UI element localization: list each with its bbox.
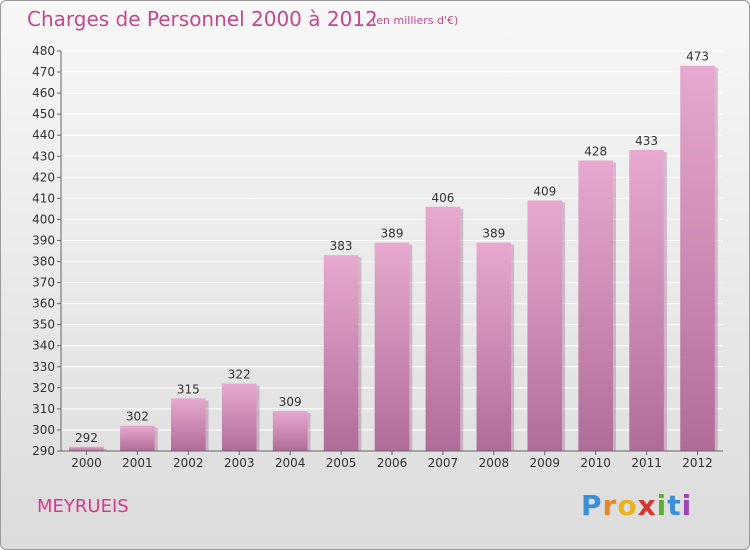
y-tick-label: 300 <box>32 423 55 437</box>
data-label: 315 <box>177 382 200 396</box>
chart-subtitle: (en milliers d'€) <box>372 14 459 27</box>
x-tick-label: 2012 <box>682 456 713 470</box>
x-tick-label: 2002 <box>173 456 204 470</box>
bar-shadow <box>613 162 617 451</box>
bar <box>69 446 104 451</box>
bar-shadow <box>663 151 667 451</box>
data-label: 302 <box>126 410 149 424</box>
data-label: 473 <box>686 50 709 64</box>
y-tick-label: 320 <box>32 381 55 395</box>
bar <box>629 149 664 451</box>
x-tick-label: 2011 <box>631 456 662 470</box>
data-labels: 292 302 315 322 309 383 389 406 389 409 428 433 473 <box>75 50 709 445</box>
y-tick-label: 310 <box>32 402 55 416</box>
x-tick-label: 2007 <box>428 456 459 470</box>
bar-shadow <box>460 208 464 451</box>
bar-shadow <box>256 385 260 451</box>
bar <box>425 206 461 451</box>
y-tick-label: 420 <box>32 170 55 184</box>
bar <box>120 425 155 451</box>
data-label: 389 <box>482 227 505 241</box>
bars <box>69 65 718 451</box>
y-axis-ticks: 290 300 310 320 330 340 350 360 370 380 390 400 410 4… <box>32 44 61 458</box>
logo-letter: P <box>581 489 603 522</box>
bar <box>527 200 563 451</box>
bar-shadow <box>562 202 566 451</box>
bar <box>374 242 410 451</box>
data-label: 409 <box>533 184 556 198</box>
bar-shadow <box>103 448 107 451</box>
bar <box>476 242 512 451</box>
y-tick-label: 350 <box>32 318 55 332</box>
x-tick-label: 2001 <box>122 456 153 470</box>
y-tick-label: 440 <box>32 128 55 142</box>
y-tick-label: 390 <box>32 233 55 247</box>
bar <box>170 398 206 451</box>
logo-letter: i <box>681 489 693 522</box>
x-tick-label: 2009 <box>529 456 560 470</box>
x-tick-label: 2000 <box>71 456 102 470</box>
y-tick-label: 450 <box>32 107 55 121</box>
bar-shadow <box>511 244 515 451</box>
bar-shadow <box>714 67 718 451</box>
proxiti-logo: Proxiti <box>581 489 692 522</box>
y-tick-label: 400 <box>32 212 55 226</box>
data-label: 309 <box>279 395 302 409</box>
y-tick-label: 290 <box>32 444 55 458</box>
bar-shadow <box>307 413 311 451</box>
data-label: 383 <box>330 239 353 253</box>
y-tick-label: 460 <box>32 86 55 100</box>
y-tick-label: 430 <box>32 149 55 163</box>
data-label: 406 <box>431 191 454 205</box>
bar-shadow <box>154 427 158 451</box>
data-label: 433 <box>635 134 658 148</box>
y-tick-label: 470 <box>32 65 55 79</box>
x-axis-ticks: 2000 2001 2002 2003 2004 2005 2006 2007 2008 2009… <box>71 451 713 470</box>
bar-shadow <box>358 257 362 451</box>
logo-letter: o <box>617 489 638 522</box>
y-tick-label: 410 <box>32 191 55 205</box>
y-tick-label: 480 <box>32 44 55 58</box>
y-tick-label: 360 <box>32 297 55 311</box>
logo-letter: r <box>602 489 618 522</box>
town-name: MEYRUEIS <box>37 496 129 517</box>
x-tick-label: 2006 <box>377 456 408 470</box>
bar <box>272 411 308 451</box>
bar <box>578 160 614 451</box>
chart-title: Charges de Personnel 2000 à 2012 <box>27 7 378 31</box>
data-label: 292 <box>75 431 98 445</box>
bar <box>323 255 359 451</box>
x-tick-label: 2010 <box>580 456 611 470</box>
bar-shadow <box>409 244 413 451</box>
y-tick-label: 340 <box>32 339 55 353</box>
logo-letter: t <box>667 489 682 522</box>
y-tick-label: 330 <box>32 360 55 374</box>
x-tick-label: 2005 <box>326 456 357 470</box>
y-tick-label: 380 <box>32 255 55 269</box>
bar <box>221 383 257 451</box>
data-label: 322 <box>228 368 251 382</box>
bar-shadow <box>205 400 209 451</box>
logo-letter: x <box>637 489 657 522</box>
y-tick-label: 370 <box>32 276 55 290</box>
x-tick-label: 2004 <box>275 456 306 470</box>
x-tick-label: 2008 <box>479 456 510 470</box>
bar <box>680 65 715 451</box>
x-tick-label: 2003 <box>224 456 255 470</box>
data-label: 389 <box>381 227 404 241</box>
logo-letter: i <box>656 489 668 522</box>
data-label: 428 <box>584 144 607 158</box>
